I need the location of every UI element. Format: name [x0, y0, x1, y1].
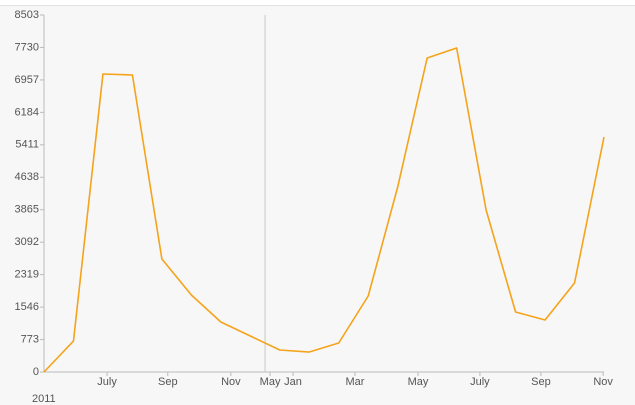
x-tick-label: Jan [284, 376, 302, 388]
y-tick-label: 6957 [15, 74, 39, 86]
x-tick-label: May [408, 376, 429, 388]
y-tick-label: 7730 [15, 41, 39, 53]
line-series [43, 47, 605, 373]
x-tick-label: May [260, 376, 281, 388]
y-tick-label: 1546 [15, 301, 39, 313]
x-tick-label: Nov [593, 376, 613, 388]
y-tick-label: 5411 [15, 139, 39, 151]
y-tick-label: 4638 [15, 171, 39, 183]
y-tick-label: 2319 [15, 269, 39, 281]
y-tick-label: 3092 [15, 236, 39, 248]
y-tick-label: 773 [21, 333, 39, 345]
x-tick-label: Nov [221, 376, 241, 388]
y-tick-label: 8503 [15, 9, 39, 21]
x-tick-label: July [97, 376, 117, 388]
top-strip [0, 0, 635, 5]
year-label: 2011 [32, 393, 56, 405]
y-tick-label: 0 [33, 366, 39, 378]
y-tick-label: 6184 [15, 106, 39, 118]
x-tick-label: Mar [345, 376, 364, 388]
x-tick-label: July [470, 376, 490, 388]
x-tick-label: Sep [158, 376, 178, 388]
y-tick-label: 3865 [15, 204, 39, 216]
x-tick-label: Sep [531, 376, 551, 388]
